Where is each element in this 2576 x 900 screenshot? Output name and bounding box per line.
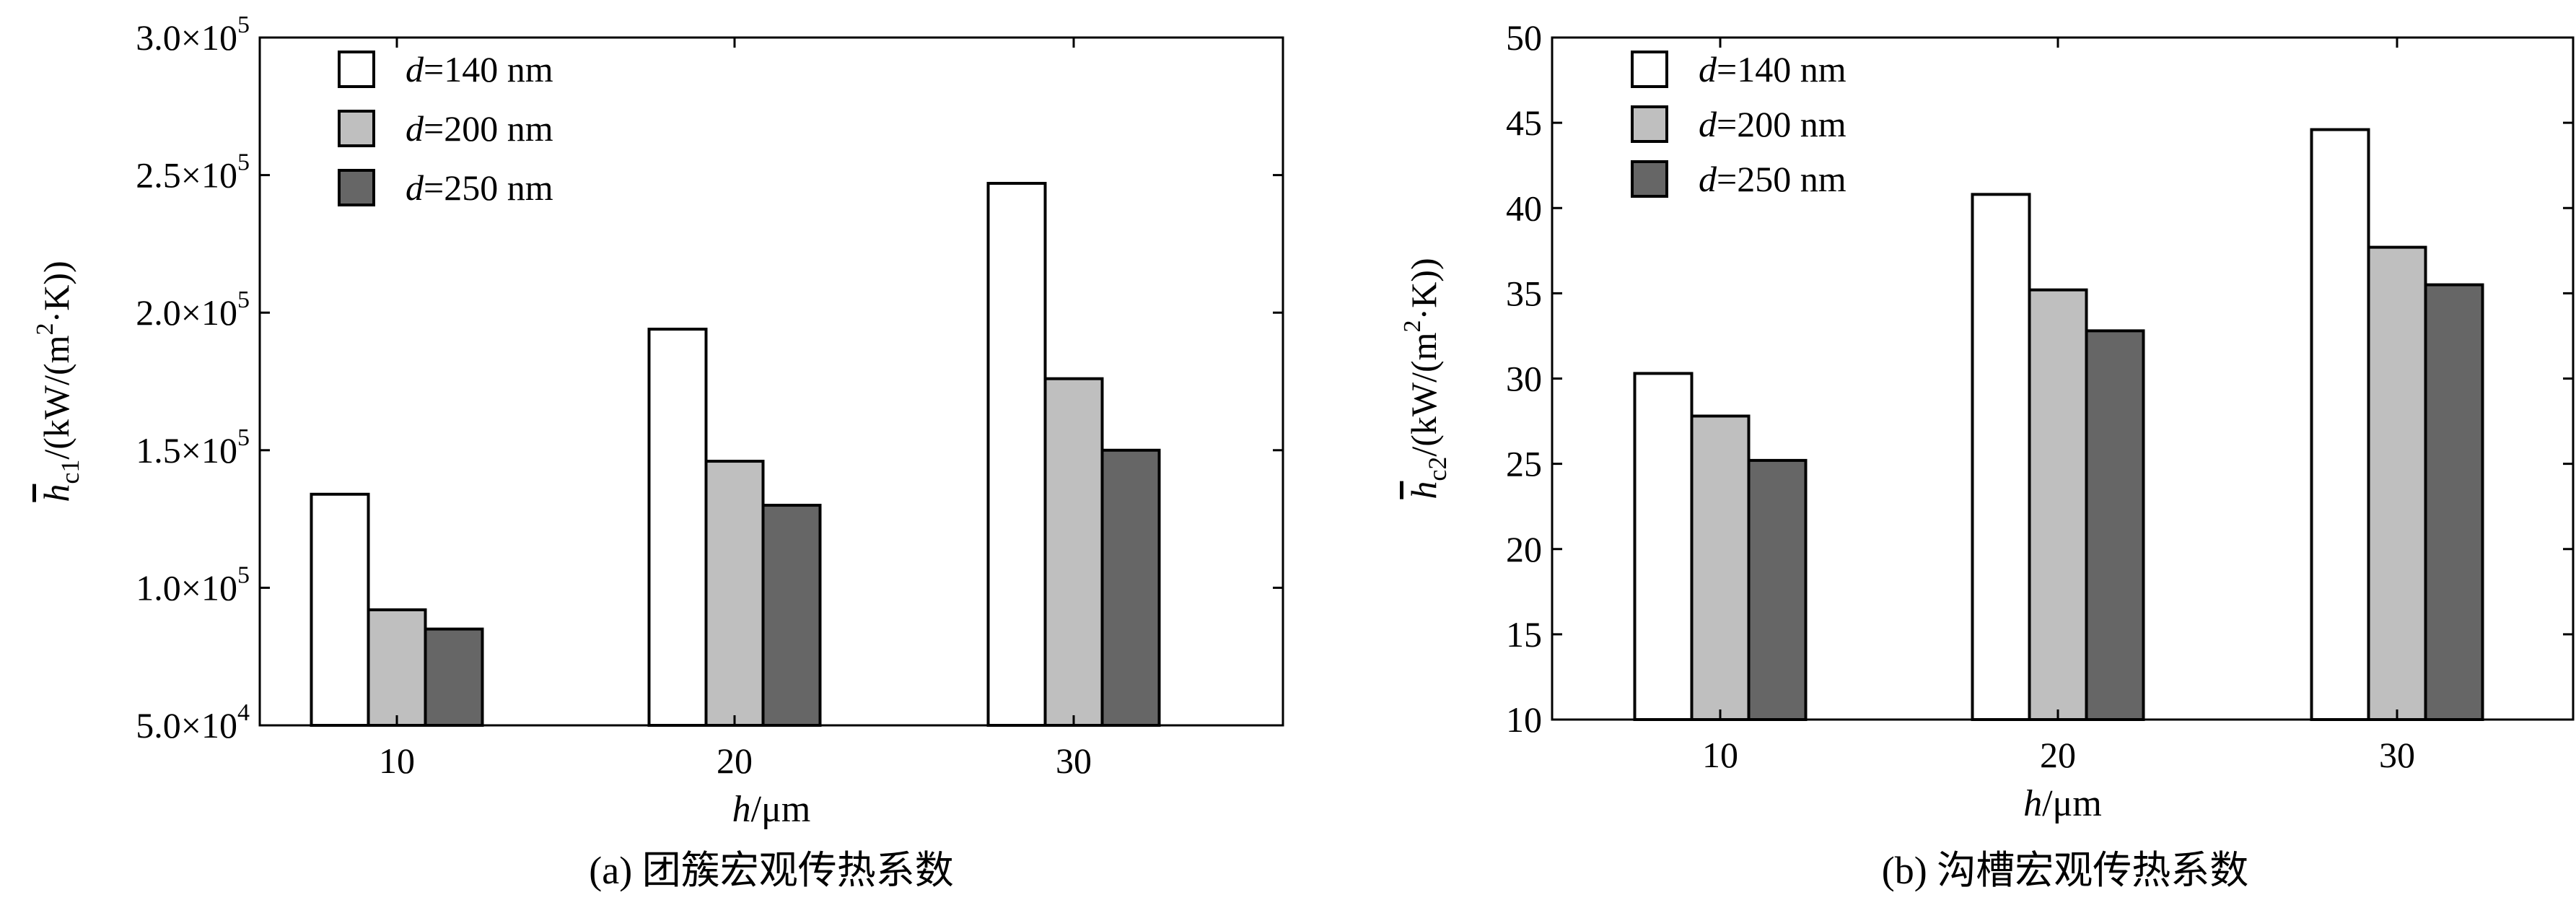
legend-swatch-0 (1631, 51, 1668, 88)
bar-30-series-0 (2310, 128, 2370, 721)
x-tick-label: 20 (2040, 735, 2076, 775)
y-tick-label: 25 (1506, 444, 1542, 484)
bar-30-series-2 (2424, 283, 2484, 721)
x-axis-title: h/μm (732, 789, 811, 830)
bar-10-series-2 (424, 627, 484, 728)
bar-30-series-0 (986, 182, 1047, 727)
legend-swatch-2 (1631, 160, 1668, 198)
legend-swatch-1 (338, 110, 375, 147)
legend-label-0: d=140 nm (1699, 49, 1846, 89)
x-tick-label: 10 (1702, 735, 1738, 775)
legend-swatch-2 (338, 169, 375, 206)
bar-20-series-2 (2085, 329, 2145, 722)
legend-label-1: d=200 nm (406, 108, 553, 149)
x-tick-label: 20 (717, 740, 753, 781)
bar-10-series-2 (1747, 458, 1808, 722)
y-tick-label: 3.0×105 (136, 12, 250, 58)
bar-20-series-0 (1971, 193, 2031, 722)
x-tick-label: 30 (1056, 740, 1092, 781)
y-tick-label: 1.0×105 (136, 562, 250, 608)
legend-label-1: d=200 nm (1699, 104, 1846, 144)
bar-30-series-1 (2367, 245, 2427, 721)
y-tick-label: 2.5×105 (136, 149, 250, 196)
chart-panel-1: 10 15 20 25 30 35 40 45 50 10 20 30 h/μm hc2/(kW/(m2·… (1399, 17, 2575, 892)
y-tick-label: 20 (1506, 529, 1542, 569)
bar-10-series-1 (1690, 414, 1751, 721)
y-tick-label: 50 (1506, 17, 1542, 58)
bar-10-series-0 (1633, 372, 1694, 721)
legend-label-2: d=250 nm (1699, 159, 1846, 199)
legend-swatch-0 (338, 51, 375, 88)
y-tick-label: 35 (1506, 273, 1542, 313)
bar-30-series-2 (1100, 448, 1161, 727)
bar-10-series-1 (367, 608, 427, 727)
y-axis-title: hc2/(kW/(m2·K)) (1399, 258, 1452, 499)
bar-20-series-2 (761, 504, 822, 727)
bar-20-series-0 (647, 328, 708, 727)
y-tick-label: 45 (1506, 102, 1542, 143)
chart-panel-0: 5.0×104 1.0×105 1.5×105 2.0×105 2.5×105 3.0×1… (32, 12, 1284, 892)
x-axis-title: h/μm (2023, 783, 2102, 824)
bar-20-series-1 (2028, 288, 2088, 721)
x-tick-label: 10 (379, 740, 415, 781)
y-tick-label: 5.0×104 (136, 699, 250, 746)
bar-30-series-1 (1043, 377, 1104, 727)
y-tick-label: 10 (1506, 699, 1542, 740)
figure-caption: (b) 沟槽宏观传热系数 (1882, 849, 2248, 892)
y-tick-label: 40 (1506, 188, 1542, 228)
legend-swatch-1 (1631, 105, 1668, 143)
figure-caption: (a) 团簇宏观传热系数 (589, 849, 953, 892)
y-tick-label: 30 (1506, 359, 1542, 399)
legend-label-0: d=140 nm (406, 49, 553, 89)
x-tick-label: 30 (2379, 735, 2415, 775)
bar-20-series-1 (704, 460, 765, 727)
y-tick-label: 1.5×105 (136, 424, 250, 471)
y-tick-label: 15 (1506, 614, 1542, 655)
bar-10-series-0 (310, 492, 370, 727)
y-axis-title: hc1/(kW/(m2·K)) (32, 261, 84, 502)
legend-label-2: d=250 nm (406, 167, 553, 208)
y-tick-label: 2.0×105 (136, 287, 250, 333)
